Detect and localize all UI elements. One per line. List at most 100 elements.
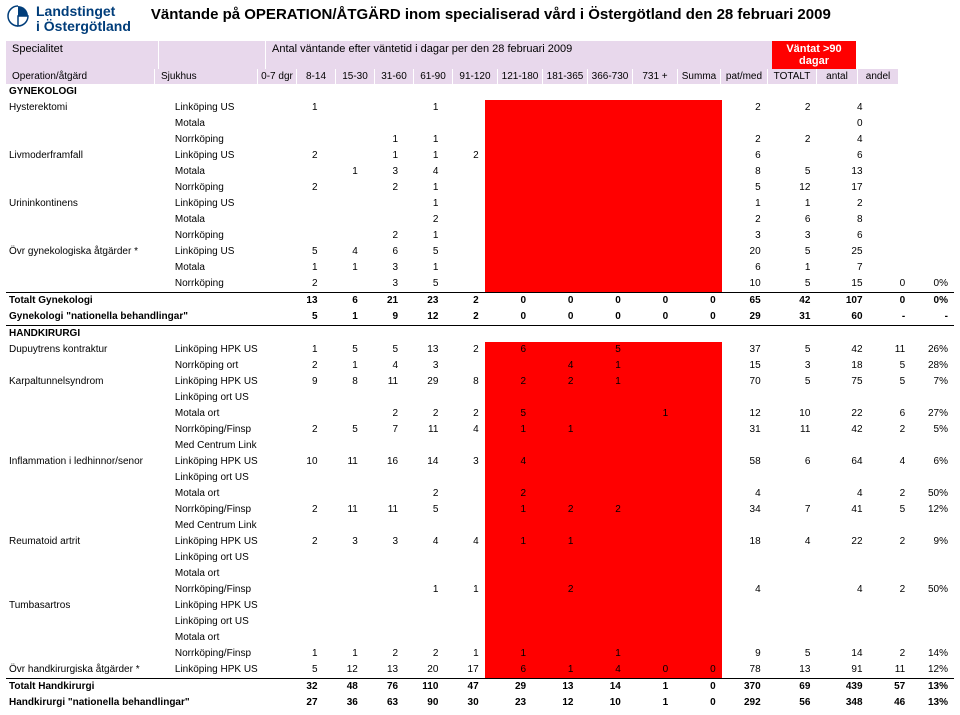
cell: 4 [767, 534, 817, 550]
cell: 91 [816, 662, 868, 679]
cell [722, 325, 767, 342]
logo-block: Landstinget i Östergötland [6, 4, 131, 35]
cell [532, 646, 579, 662]
cell: 65 [722, 292, 767, 309]
cell [485, 244, 532, 260]
cell: 3 [444, 454, 484, 470]
cell [444, 502, 484, 518]
cell [627, 390, 674, 406]
cell [364, 550, 404, 566]
cell [444, 550, 484, 566]
cell: 1 [324, 646, 364, 662]
cell [364, 566, 404, 582]
cell [283, 598, 323, 614]
cell [869, 84, 912, 100]
table-row: Linköping ort US [6, 614, 954, 630]
cell [627, 212, 674, 228]
col-header: TOTALT [768, 69, 817, 84]
cell: 1 [324, 309, 364, 326]
cell [579, 390, 626, 406]
cell: 0 [674, 662, 721, 679]
cell: 29 [404, 374, 444, 390]
cell [579, 148, 626, 164]
col-header: antal [817, 69, 858, 84]
cell [364, 438, 404, 454]
cell [767, 566, 817, 582]
cell [911, 470, 954, 486]
cell [627, 116, 674, 132]
cell: 2 [364, 180, 404, 196]
cell [869, 630, 912, 646]
cell: 5 [283, 309, 323, 326]
cell: 0 [627, 662, 674, 679]
cell [911, 566, 954, 582]
cell: 2 [532, 582, 579, 598]
cell: 1 [404, 260, 444, 276]
cell [404, 438, 444, 454]
cell: 5 [283, 662, 323, 679]
cell: 2 [283, 148, 323, 164]
cell [869, 148, 912, 164]
cell [324, 630, 364, 646]
cell [532, 276, 579, 293]
cell [324, 84, 364, 100]
data-table: GYNEKOLOGIHysterektomiLinköping US11224M… [6, 84, 954, 711]
cell: 2 [485, 374, 532, 390]
cell [674, 164, 721, 180]
cell [869, 228, 912, 244]
cell: 41 [816, 502, 868, 518]
cell: 2 [364, 406, 404, 422]
cell: 14% [911, 646, 954, 662]
cell: 32 [283, 678, 323, 695]
cell [364, 390, 404, 406]
cell: 37 [722, 342, 767, 358]
cell [485, 260, 532, 276]
cell [444, 438, 484, 454]
cell [627, 646, 674, 662]
cell [674, 550, 721, 566]
cell [404, 550, 444, 566]
cell [444, 598, 484, 614]
row-name [6, 212, 172, 228]
row-name [6, 116, 172, 132]
cell: 1 [364, 132, 404, 148]
cell: 1 [627, 406, 674, 422]
cell: 2 [532, 374, 579, 390]
cell: 21 [364, 292, 404, 309]
table-row: Motala ort [6, 566, 954, 582]
cell: 76 [364, 678, 404, 695]
cell [485, 518, 532, 534]
cell: 15 [816, 276, 868, 293]
cell [283, 228, 323, 244]
cell [485, 180, 532, 196]
cell [532, 598, 579, 614]
cell [364, 518, 404, 534]
cell: 4 [869, 454, 912, 470]
cell [324, 550, 364, 566]
logo-line1: Landstinget [36, 3, 115, 19]
table-row: Motala ort22251121022627% [6, 406, 954, 422]
cell [911, 438, 954, 454]
row-name: Karpaltunnelsyndrom [6, 374, 172, 390]
page-title: Väntande på OPERATION/ÅTGÄRD inom specia… [151, 6, 954, 23]
cell [364, 630, 404, 646]
cell [532, 342, 579, 358]
cell [404, 325, 444, 342]
cell [532, 406, 579, 422]
cell: 8 [324, 374, 364, 390]
cell: 5 [404, 502, 444, 518]
cell [816, 518, 868, 534]
table-row: Linköping ort US [6, 470, 954, 486]
table-row: KarpaltunnelsyndromLinköping HPK US98112… [6, 374, 954, 390]
table-row: Dupuytrens kontrakturLinköping HPK US155… [6, 342, 954, 358]
col-header: andel [858, 69, 899, 84]
row-name: Övr gynekologiska åtgärder * [6, 244, 172, 260]
cell: 30 [444, 695, 484, 711]
cell: 1 [579, 374, 626, 390]
col-operation: Operation/åtgärd [6, 69, 155, 84]
band1-waited-over-90: Väntat >90 dagar [772, 41, 856, 69]
cell [767, 84, 817, 100]
cell: 5 [324, 342, 364, 358]
cell [911, 180, 954, 196]
cell [485, 630, 532, 646]
